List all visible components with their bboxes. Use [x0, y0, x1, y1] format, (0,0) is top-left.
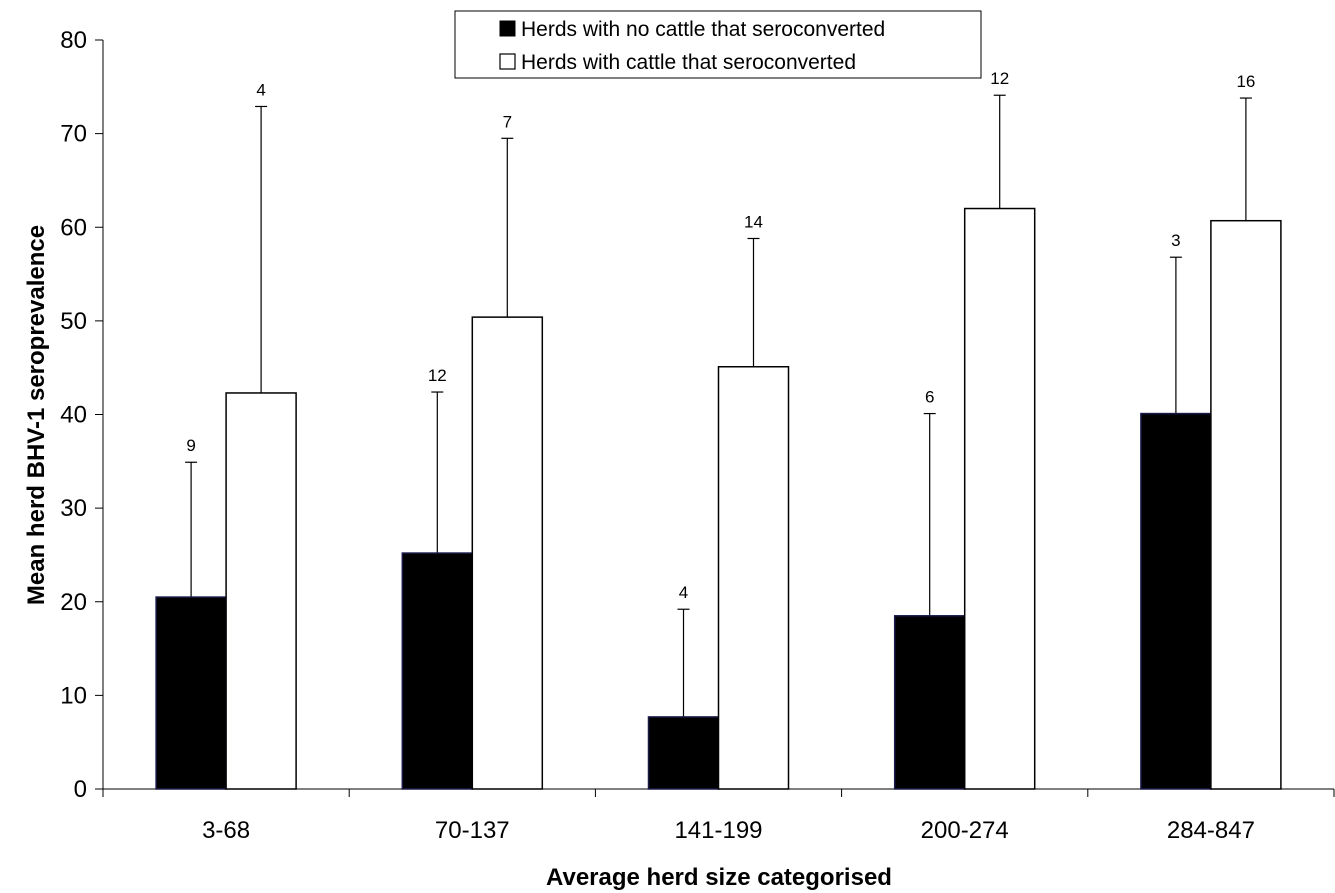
bar-count-label: 16: [1236, 72, 1255, 91]
legend-box: [454, 10, 982, 79]
bar: [225, 392, 297, 790]
bar-count-label: 7: [503, 112, 512, 131]
bars: [155, 94, 1282, 790]
y-tick-label: 10: [60, 682, 87, 709]
x-tick-label: 3-68: [202, 817, 250, 844]
legend-label-series-2: Herds with cattle that seroconverted: [521, 51, 856, 74]
x-tick-label: 70-137: [435, 817, 510, 844]
x-tick-label: 200-274: [921, 817, 1009, 844]
y-tick-label: 70: [60, 121, 87, 148]
bar: [647, 716, 720, 790]
legend-label-series-1: Herds with no cattle that seroconverted: [521, 18, 885, 41]
y-tick-label: 40: [60, 402, 87, 429]
bar: [155, 596, 227, 790]
bar: [401, 552, 474, 790]
bar-count-label: 9: [186, 436, 195, 455]
bar-count-label: 4: [679, 583, 688, 602]
y-tick-label: 60: [60, 214, 87, 241]
y-tick-label: 0: [74, 776, 87, 803]
bar-count-label: 12: [990, 69, 1009, 88]
y-tick-label: 50: [60, 308, 87, 335]
bar-count-label: 14: [744, 212, 763, 231]
y-axis-title: Mean herd BHV-1 seroprevalence: [23, 225, 50, 605]
bar: [717, 366, 790, 790]
y-tick-label: 30: [60, 495, 87, 522]
axes: 0 10 20 30 40 50 60 70 80: [60, 27, 1335, 803]
x-tick-label: 141-199: [674, 817, 762, 844]
legend-swatch-series-1: [499, 20, 516, 37]
y-tick-label: 20: [60, 589, 87, 616]
x-tick-label: 284-847: [1167, 817, 1255, 844]
legend-swatch-series-2: [499, 53, 516, 70]
bar: [1210, 219, 1282, 790]
bar-count-label: 6: [925, 388, 934, 407]
bar: [893, 615, 966, 790]
bar-count-label: 4: [256, 80, 265, 99]
y-tick-label: 80: [60, 27, 87, 54]
bar: [1140, 412, 1212, 790]
bar: [471, 316, 544, 790]
bar-count-label: 12: [428, 366, 447, 385]
legend: Herds with no cattle that seroconverted …: [454, 10, 982, 79]
x-axis-title: Average herd size categorised: [546, 864, 892, 891]
bar: [963, 207, 1036, 790]
labels: 3-68 70-137 141-199 200-274 284-847 9 12 4 6 3 4 7 1…: [186, 69, 1255, 844]
bar-count-label: 3: [1171, 231, 1180, 250]
